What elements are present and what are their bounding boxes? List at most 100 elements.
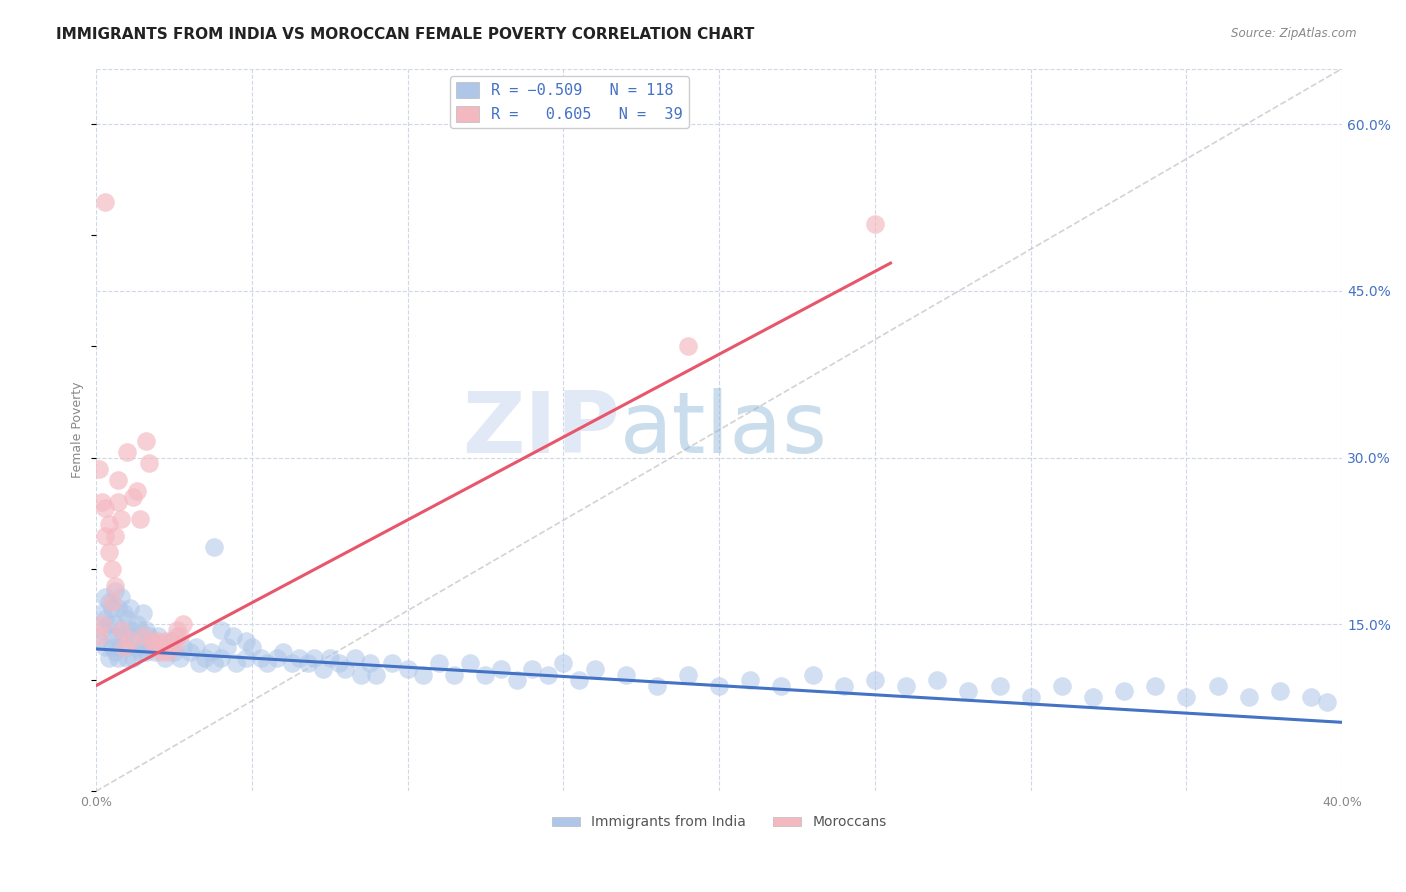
Point [1237, 690, 1260, 704]
Point [110, 640, 132, 654]
Point [128, 512, 150, 526]
Point [138, 629, 160, 643]
Point [94, 528, 117, 542]
Point [489, 662, 512, 676]
Point [104, 578, 127, 592]
Point [94, 194, 117, 209]
Point [100, 640, 122, 654]
Point [235, 650, 257, 665]
Point [91, 623, 114, 637]
Point [335, 662, 357, 676]
Point [107, 650, 129, 665]
Text: atlas: atlas [620, 388, 828, 471]
Point [863, 217, 886, 231]
Point [128, 645, 150, 659]
Point [302, 650, 325, 665]
Point [271, 645, 294, 659]
Point [194, 650, 217, 665]
Text: IMMIGRANTS FROM INDIA VS MOROCCAN FEMALE POVERTY CORRELATION CHART: IMMIGRANTS FROM INDIA VS MOROCCAN FEMALE… [56, 27, 755, 42]
Point [94, 590, 117, 604]
Point [240, 640, 263, 654]
Point [156, 645, 179, 659]
Point [107, 495, 129, 509]
Point [676, 339, 699, 353]
Point [505, 673, 527, 687]
Point [159, 634, 181, 648]
Point [204, 657, 226, 671]
Point [115, 445, 138, 459]
Point [122, 490, 145, 504]
Point [110, 590, 132, 604]
Point [988, 679, 1011, 693]
Point [122, 629, 145, 643]
Point [104, 617, 127, 632]
Point [894, 679, 917, 693]
Point [204, 540, 226, 554]
Point [159, 634, 181, 648]
Point [200, 645, 222, 659]
Point [770, 679, 793, 693]
Point [150, 640, 173, 654]
Point [1019, 690, 1042, 704]
Point [863, 673, 886, 687]
Point [148, 634, 170, 648]
Point [209, 650, 232, 665]
Point [1175, 690, 1198, 704]
Point [832, 679, 855, 693]
Legend: Immigrants from India, Moroccans: Immigrants from India, Moroccans [547, 810, 891, 835]
Point [169, 650, 191, 665]
Point [1081, 690, 1104, 704]
Point [166, 629, 188, 643]
Point [120, 634, 142, 648]
Point [458, 657, 481, 671]
Point [184, 640, 207, 654]
Point [97, 650, 120, 665]
Point [297, 657, 319, 671]
Point [115, 612, 138, 626]
Point [676, 667, 699, 681]
Point [474, 667, 496, 681]
Point [328, 657, 350, 671]
Point [522, 662, 544, 676]
Point [801, 667, 824, 681]
Point [427, 657, 450, 671]
Point [166, 623, 188, 637]
Point [91, 495, 114, 509]
Point [1050, 679, 1073, 693]
Point [266, 650, 288, 665]
Point [163, 645, 186, 659]
Text: Source: ZipAtlas.com: Source: ZipAtlas.com [1232, 27, 1357, 40]
Point [91, 617, 114, 632]
Point [91, 607, 114, 621]
Point [110, 623, 132, 637]
Text: ZIP: ZIP [461, 388, 620, 471]
Point [215, 640, 238, 654]
Point [957, 684, 980, 698]
Point [143, 640, 166, 654]
Point [645, 679, 668, 693]
Point [107, 629, 129, 643]
Point [1114, 684, 1136, 698]
Point [110, 623, 132, 637]
Point [366, 667, 388, 681]
Point [179, 645, 201, 659]
Point [97, 517, 120, 532]
Point [135, 623, 157, 637]
Point [104, 528, 127, 542]
Point [94, 612, 117, 626]
Point [132, 629, 155, 643]
Point [343, 650, 366, 665]
Point [100, 629, 122, 643]
Point [115, 640, 138, 654]
Point [94, 640, 117, 654]
Point [107, 600, 129, 615]
Point [141, 634, 163, 648]
Point [1144, 679, 1167, 693]
Point [125, 640, 148, 654]
Point [172, 617, 194, 632]
Point [112, 629, 135, 643]
Point [94, 500, 117, 515]
Point [100, 600, 122, 615]
Point [97, 595, 120, 609]
Point [128, 623, 150, 637]
